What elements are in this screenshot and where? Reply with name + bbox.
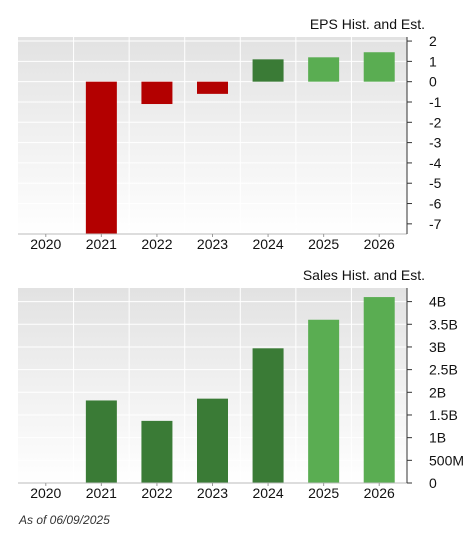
eps-chart: 2 1 0 -1 -2 -3 -4 -5 -6 -7 2020 2021 2022 2023 2024 202… (18, 16, 442, 252)
x-tick-label: 2022 (141, 236, 172, 252)
y-tick-label: 1B (429, 430, 446, 446)
bar-2023 (197, 398, 228, 483)
y-tick-label: 0 (429, 475, 437, 491)
x-tick-label: 2026 (364, 236, 395, 252)
y-tick-label: -5 (429, 175, 442, 191)
x-tick-label: 2023 (197, 485, 228, 501)
as-of-date: As of 06/09/2025 (19, 513, 110, 527)
y-tick-label: 3.5B (429, 316, 458, 332)
chart-title: Sales Hist. and Est. (303, 267, 425, 283)
bar-2024 (252, 59, 284, 82)
x-tick-label: 2024 (252, 236, 283, 252)
y-tick-label: 2 (429, 33, 437, 49)
y-tick-label: 2B (429, 384, 446, 400)
x-tick-label: 2023 (197, 236, 228, 252)
sales-chart: 4B 3.5B 3B 2.5B 2B 1.5B 1B 500M 0 2020 2021 2022 202… (18, 267, 464, 501)
y-tick-label: 1 (429, 53, 437, 69)
chart-title: EPS Hist. and Est. (310, 16, 425, 32)
x-tick-label: 2021 (86, 236, 117, 252)
bar-2025 (308, 319, 340, 483)
x-tick-label: 2022 (141, 485, 172, 501)
bar-2021 (85, 81, 117, 234)
y-tick-label: -6 (429, 196, 442, 212)
bar-2025 (308, 57, 340, 82)
y-tick-label: -2 (429, 114, 442, 130)
x-tick-label: 2020 (30, 236, 61, 252)
plot-area (18, 37, 407, 234)
y-tick-label: -7 (429, 216, 442, 232)
y-tick-label: 500M (429, 452, 464, 468)
bar-2022 (141, 420, 173, 483)
bar-2026 (363, 52, 395, 82)
y-tick-label: 4B (429, 294, 446, 310)
bar-2023 (197, 81, 228, 94)
y-tick-label: -3 (429, 135, 442, 151)
y-tick-label: -4 (429, 155, 442, 171)
y-tick-label: 1.5B (429, 407, 458, 423)
bar-2022 (141, 81, 173, 105)
y-tick-label: 3B (429, 339, 446, 355)
bar-2024 (252, 348, 284, 483)
y-tick-label: -1 (429, 94, 442, 110)
y-tick-label: 2.5B (429, 362, 458, 378)
x-tick-label: 2024 (252, 485, 283, 501)
x-tick-label: 2021 (86, 485, 117, 501)
x-tick-label: 2025 (308, 236, 339, 252)
x-tick-label: 2020 (30, 485, 61, 501)
bar-2021 (85, 400, 117, 483)
x-tick-label: 2026 (364, 485, 395, 501)
y-tick-label: 0 (429, 74, 437, 90)
x-tick-label: 2025 (308, 485, 339, 501)
bar-2026 (363, 297, 395, 483)
